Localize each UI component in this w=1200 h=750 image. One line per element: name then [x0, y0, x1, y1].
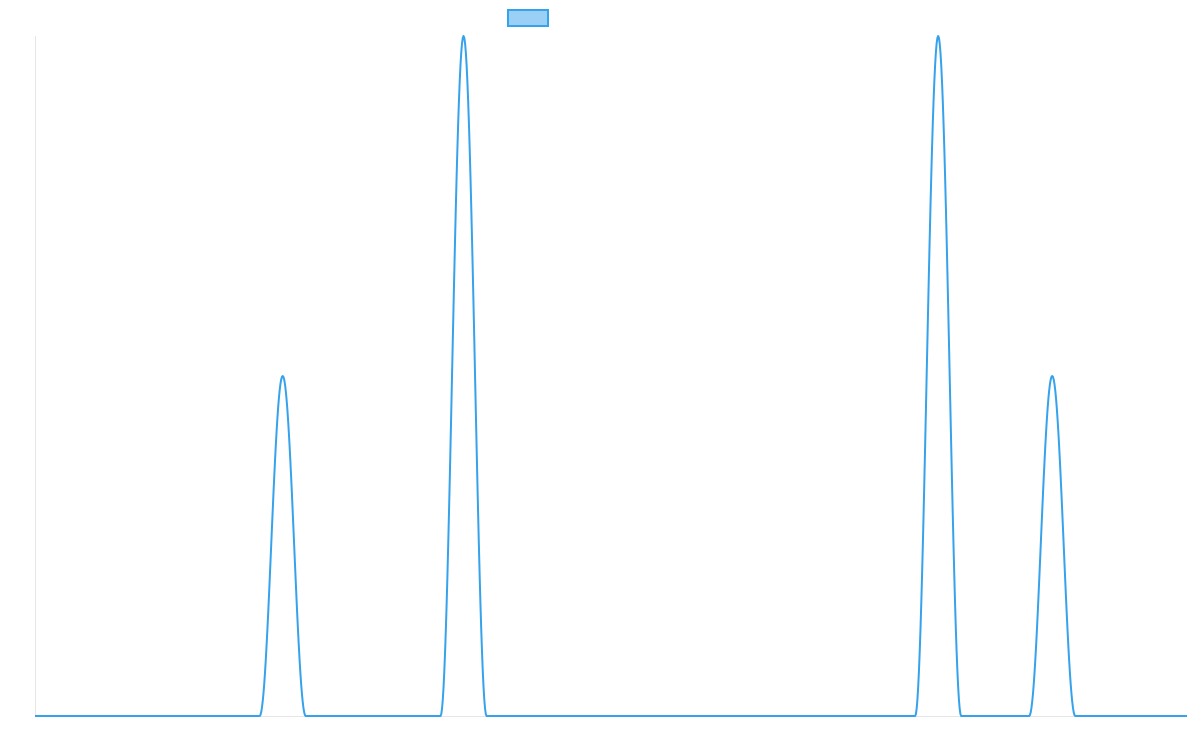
axes — [35, 36, 1187, 717]
series-line[interactable] — [35, 35, 1187, 717]
peak-point-3[interactable] — [935, 33, 941, 39]
peak-point-1[interactable] — [280, 373, 286, 379]
peak-point-2[interactable] — [461, 33, 467, 39]
series-group — [35, 35, 1187, 717]
peak-point-4[interactable] — [1049, 373, 1055, 379]
legend-swatch[interactable] — [507, 9, 549, 27]
peak-points — [280, 33, 1056, 379]
legend[interactable] — [507, 9, 549, 27]
